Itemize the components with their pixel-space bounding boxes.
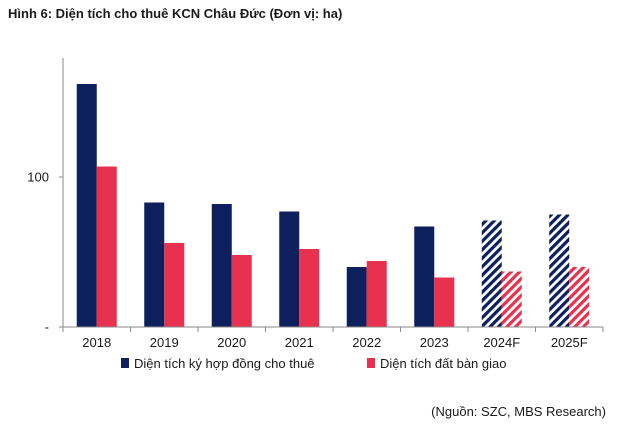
axes-group: - 100 2018 2019 2020 2021 2022 2023 2024F 2025F	[27, 58, 604, 350]
x-tick-label-2021: 2021	[285, 335, 314, 350]
legend-label-leased: Diện tích ký hợp đồng cho thuê	[134, 356, 315, 371]
x-tick-label-2018: 2018	[82, 335, 111, 350]
bar-handover-2019	[164, 243, 185, 327]
bar-leased-2018	[76, 84, 97, 327]
legend: Diện tích ký hợp đồng cho thuê Diện tích …	[121, 356, 506, 371]
bar-leased-2019	[144, 202, 165, 327]
bars-group	[76, 84, 590, 327]
x-tick-label-2022: 2022	[352, 335, 381, 350]
x-tick-label-2020: 2020	[217, 335, 246, 350]
bar-handover-2024F	[501, 271, 522, 327]
bar-leased-2023	[414, 226, 435, 327]
bar-leased-2025F	[549, 214, 570, 327]
bar-handover-2018	[96, 166, 117, 327]
bar-handover-2025F	[569, 267, 590, 327]
x-tick-label-2025F: 2025F	[551, 335, 588, 350]
x-tick-label-2023: 2023	[420, 335, 449, 350]
source-note: (Nguồn: SZC, MBS Research)	[431, 404, 606, 419]
y-tick-label: -	[45, 320, 49, 335]
x-tick-label-2024F: 2024F	[483, 335, 520, 350]
bar-leased-2024F	[481, 220, 502, 327]
bar-leased-2022	[346, 267, 367, 327]
legend-swatch-handover	[367, 358, 375, 368]
legend-swatch-leased	[121, 358, 129, 368]
bar-handover-2021	[299, 249, 320, 327]
chart-title: Hình 6: Diện tích cho thuê KCN Châu Đức …	[8, 6, 343, 21]
x-tick-label-2019: 2019	[150, 335, 179, 350]
bar-handover-2022	[366, 261, 387, 327]
legend-label-handover: Diện tích đất bàn giao	[380, 356, 506, 371]
bar-handover-2020	[231, 255, 252, 327]
bar-leased-2021	[279, 211, 300, 327]
bar-handover-2023	[434, 277, 455, 327]
bar-leased-2020	[211, 204, 232, 327]
y-tick-label: 100	[27, 170, 49, 185]
